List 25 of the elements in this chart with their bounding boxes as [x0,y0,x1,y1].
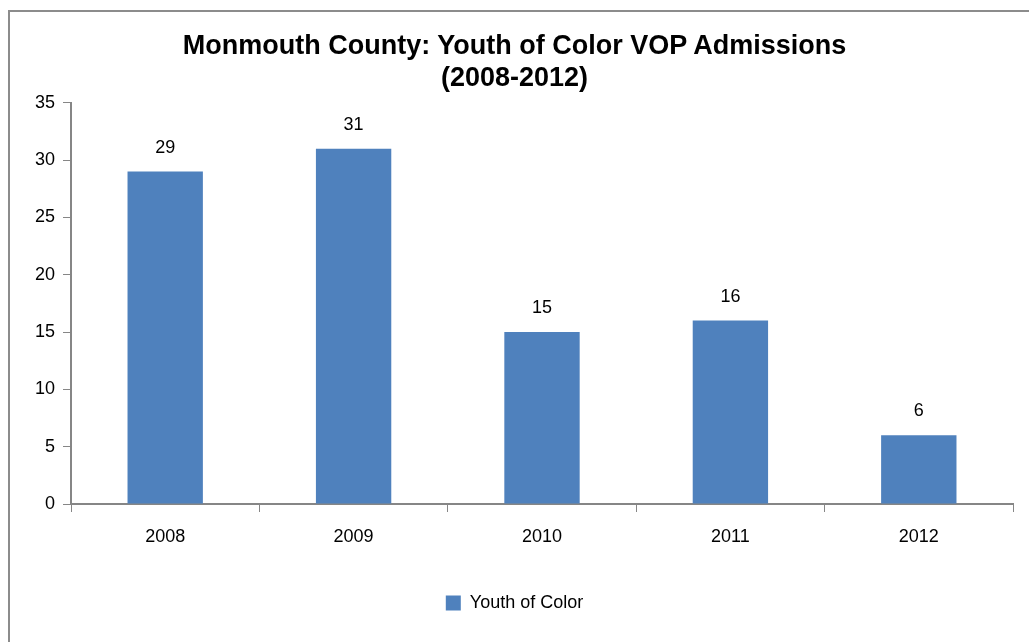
x-tick-label: 2011 [711,525,750,546]
y-tick-label: 20 [34,263,55,284]
bar [504,332,580,504]
y-tick-label: 10 [34,378,55,399]
x-tick-label: 2009 [333,525,374,546]
y-tick-label: 35 [34,91,55,112]
y-tick-label: 5 [44,435,55,456]
y-tick-label: 25 [34,206,55,227]
bar [127,171,203,504]
chart-title: Monmouth County: Youth of Color VOP Admissions (2008-2012) [182,29,847,93]
y-tick-label: 0 [44,492,55,513]
data-label: 15 [531,297,553,318]
x-tick-label: 2012 [898,525,939,546]
bar [881,435,957,504]
data-label: 6 [913,400,924,421]
data-label: 16 [720,285,741,306]
x-tick-label: 2010 [521,525,563,546]
data-label: 31 [343,113,364,134]
x-tick-label: 2008 [145,525,186,546]
bar [315,148,392,504]
data-label: 29 [155,136,176,157]
bar [692,320,769,504]
y-tick-label: 15 [34,321,55,342]
legend-label: Youth of Color [469,591,584,612]
y-tick-label: 30 [34,149,55,170]
